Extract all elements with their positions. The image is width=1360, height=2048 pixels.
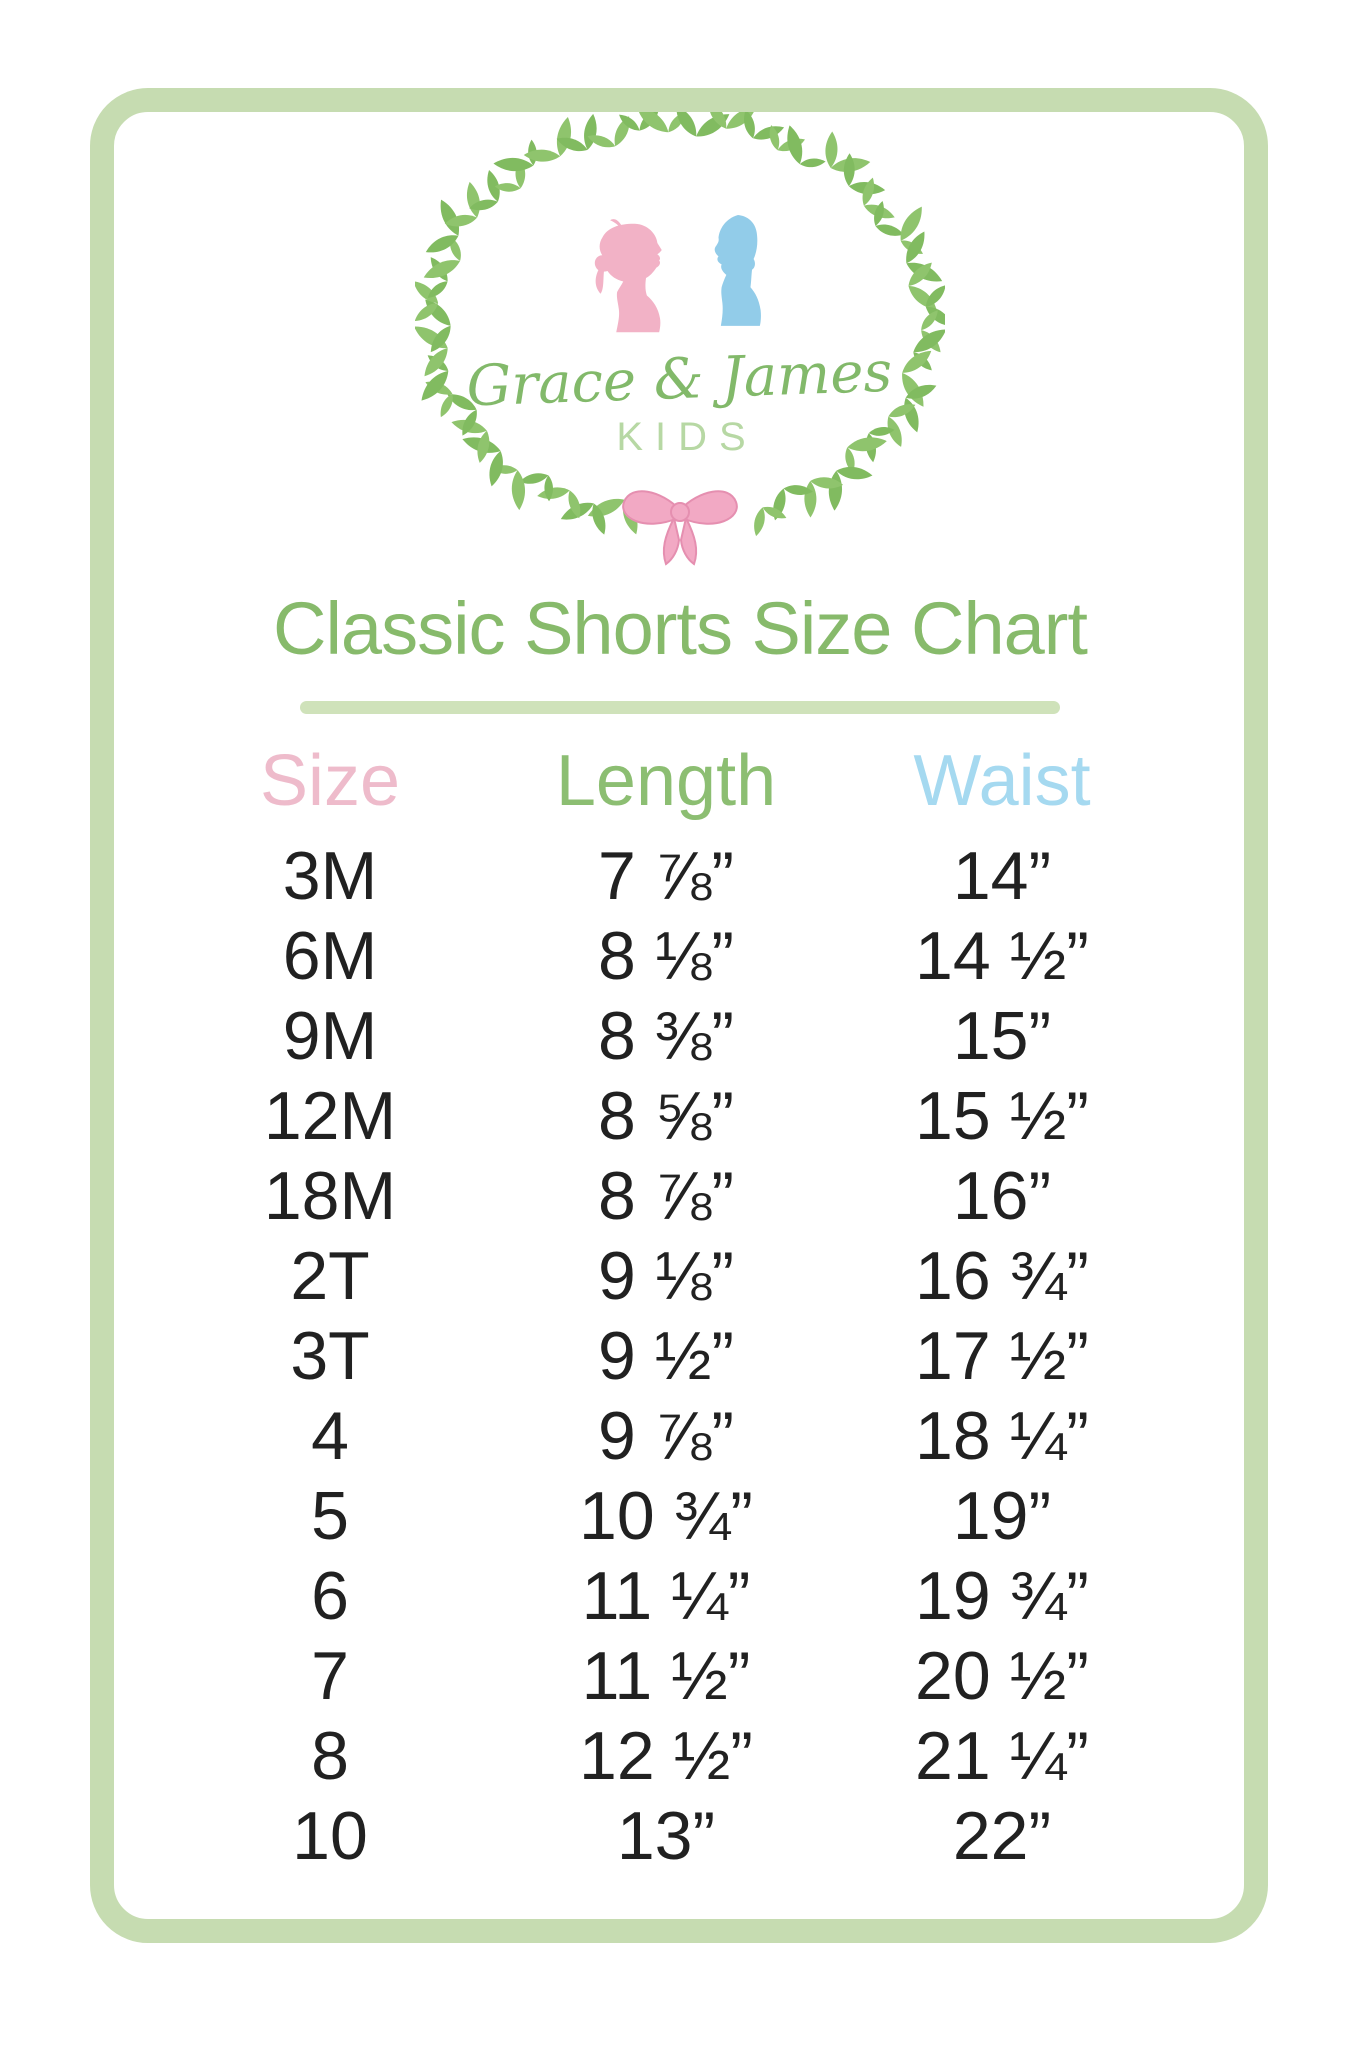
length-cell: 9 ⅛”	[597, 1238, 735, 1314]
table-row: 7 11 ½” 20 ½”	[162, 1636, 1170, 1716]
table-row: 3M 7 ⅞” 14”	[162, 836, 1170, 916]
length-cell: 13”	[616, 1798, 716, 1874]
brand-logo: Grace & James KIDS	[415, 112, 945, 566]
girl-silhouette-icon	[594, 219, 662, 333]
size-cell: 6	[311, 1558, 349, 1634]
waist-cell: 14”	[952, 838, 1052, 914]
length-cell: 9 ⅞”	[597, 1398, 735, 1474]
title-underline	[300, 701, 1060, 714]
length-cell: 10 ¾”	[579, 1478, 753, 1554]
size-cell: 9M	[282, 998, 378, 1074]
length-cell: 8 ⅛”	[597, 918, 735, 994]
waist-cell: 21 ¼”	[915, 1718, 1089, 1794]
size-cell: 3T	[290, 1318, 370, 1394]
length-cell: 8 ⅝”	[597, 1078, 735, 1154]
waist-cell: 18 ¼”	[915, 1398, 1089, 1474]
length-cell: 8 ⅜”	[597, 998, 735, 1074]
waist-cell: 19 ¾”	[915, 1558, 1089, 1634]
length-cell: 11 ¼”	[581, 1558, 751, 1634]
size-cell: 5	[311, 1478, 349, 1554]
length-cell: 7 ⅞”	[597, 838, 735, 914]
table-header-row: Size Length Waist	[162, 740, 1170, 822]
table-row: 6M 8 ⅛” 14 ½”	[162, 916, 1170, 996]
waist-cell: 16 ¾”	[915, 1238, 1089, 1314]
size-cell: 2T	[290, 1238, 370, 1314]
size-cell: 6M	[282, 918, 378, 994]
size-cell: 8	[311, 1718, 349, 1794]
page-title: Classic Shorts Size Chart	[273, 587, 1088, 670]
table-row: 9M 8 ⅜” 15”	[162, 996, 1170, 1076]
length-cell: 11 ½”	[581, 1638, 751, 1714]
size-cell: 3M	[282, 838, 378, 914]
waist-cell: 20 ½”	[915, 1638, 1089, 1714]
table-row: 2T 9 ⅛” 16 ¾”	[162, 1236, 1170, 1316]
column-header-length: Length	[555, 741, 777, 821]
waist-cell: 16”	[952, 1158, 1052, 1234]
waist-cell: 17 ½”	[915, 1318, 1089, 1394]
waist-cell: 22”	[952, 1798, 1052, 1874]
table-body: 3M 7 ⅞” 14” 6M 8 ⅛” 14 ½” 9M 8 ⅜” 15” 12…	[162, 836, 1170, 1876]
size-cell: 4	[311, 1398, 349, 1474]
length-cell: 9 ½”	[597, 1318, 735, 1394]
table-row: 3T 9 ½” 17 ½”	[162, 1316, 1170, 1396]
waist-cell: 14 ½”	[915, 918, 1089, 994]
size-cell: 18M	[263, 1158, 397, 1234]
rounded-border-frame	[90, 88, 1268, 1943]
table-row: 8 12 ½” 21 ¼”	[162, 1716, 1170, 1796]
table-row: 12M 8 ⅝” 15 ½”	[162, 1076, 1170, 1156]
brand-sub-text: KIDS	[616, 415, 757, 459]
size-cell: 10	[292, 1798, 368, 1874]
column-header-waist: Waist	[913, 741, 1091, 821]
length-cell: 8 ⅞”	[597, 1158, 735, 1234]
table-row: 5 10 ¾” 19”	[162, 1476, 1170, 1556]
table-row: 10 13” 22”	[162, 1796, 1170, 1876]
length-cell: 12 ½”	[579, 1718, 753, 1794]
boy-silhouette-icon	[714, 215, 761, 326]
table-row: 4 9 ⅞” 18 ¼”	[162, 1396, 1170, 1476]
laurel-wreath-icon	[415, 112, 945, 538]
waist-cell: 15”	[952, 998, 1052, 1074]
size-cell: 7	[311, 1638, 349, 1714]
table-row: 18M 8 ⅞” 16”	[162, 1156, 1170, 1236]
waist-cell: 19”	[952, 1478, 1052, 1554]
brand-script-text: Grace & James	[466, 340, 894, 420]
table-row: 6 11 ¼” 19 ¾”	[162, 1556, 1170, 1636]
size-chart-table: Size Length Waist 3M 7 ⅞” 14” 6M 8 ⅛” 14…	[162, 740, 1170, 1876]
column-header-size: Size	[259, 741, 401, 821]
waist-cell: 15 ½”	[915, 1078, 1089, 1154]
pink-bow-icon	[622, 490, 738, 566]
size-cell: 12M	[263, 1078, 397, 1154]
